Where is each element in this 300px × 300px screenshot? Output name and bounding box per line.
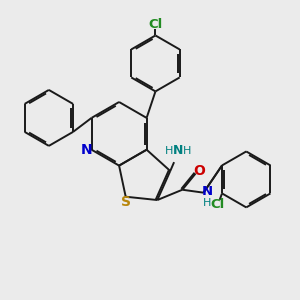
Text: Cl: Cl: [148, 18, 163, 31]
Text: N: N: [173, 145, 183, 158]
Text: S: S: [121, 195, 131, 209]
Text: Cl: Cl: [211, 198, 225, 211]
Text: H: H: [203, 198, 211, 208]
Text: N: N: [202, 185, 213, 198]
Text: O: O: [193, 164, 205, 178]
Text: H: H: [165, 146, 174, 156]
Text: H: H: [183, 146, 191, 156]
Text: N: N: [81, 143, 92, 157]
